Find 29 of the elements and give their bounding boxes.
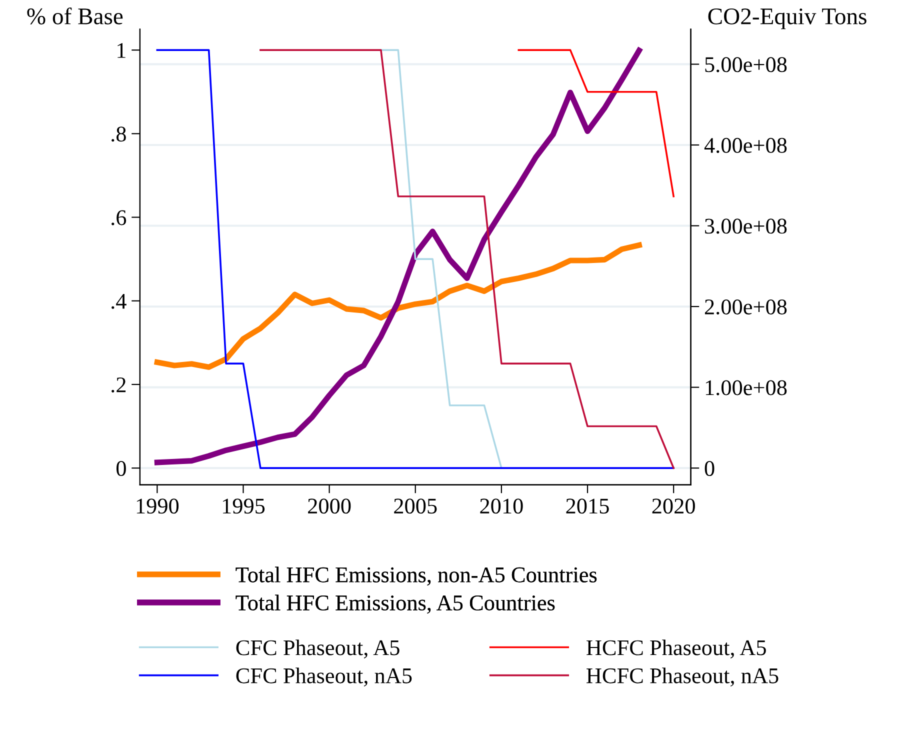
- x-tick-label: 2005: [394, 498, 437, 514]
- y2-tick-label: 1.00e+08: [706, 380, 787, 396]
- y-tick-label: .2: [112, 377, 126, 392]
- legend-label: HCFC Phaseout, nA5: [586, 668, 778, 687]
- line-series: [260, 49, 674, 469]
- y2-tick-label: 0: [704, 461, 714, 476]
- y2-tick-label: 4.00e+08: [704, 138, 787, 154]
- legend-label: Total HFC Emissions, non-A5 Countries: [236, 566, 597, 586]
- x-tick-label: 2015: [566, 498, 609, 514]
- x-tick-label: 1995: [222, 498, 265, 514]
- y2-tick-label: 2.00e+08: [704, 299, 787, 315]
- y2-tick-label: 3.00e+08: [705, 218, 787, 234]
- legend-label: CFC Phaseout, A5: [236, 640, 400, 658]
- x-tick-label: 2000: [308, 498, 351, 514]
- y-tick-label: 0: [116, 460, 126, 476]
- x-tick-label: 1990: [136, 498, 179, 514]
- y-tick-label: 1: [118, 43, 126, 58]
- legend-label: CFC Phaseout, nA5: [236, 668, 412, 687]
- legend-label: Total HFC Emissions, A5 Countries: [236, 594, 555, 614]
- x-tick-label: 2020: [652, 498, 695, 514]
- y-tick-label: .4: [112, 294, 126, 309]
- y2-axis-title: CO2-Equiv Tons: [708, 8, 866, 30]
- x-tick-label: 2010: [480, 498, 523, 514]
- y2-tick-label: 5.00e+08: [705, 57, 787, 72]
- y-tick-label: .6: [112, 210, 126, 226]
- legend-label: HCFC Phaseout, A5: [586, 640, 766, 658]
- line-series: [380, 49, 502, 469]
- y-axis-title: % of Base: [27, 8, 123, 24]
- y-tick-label: .8: [112, 126, 126, 142]
